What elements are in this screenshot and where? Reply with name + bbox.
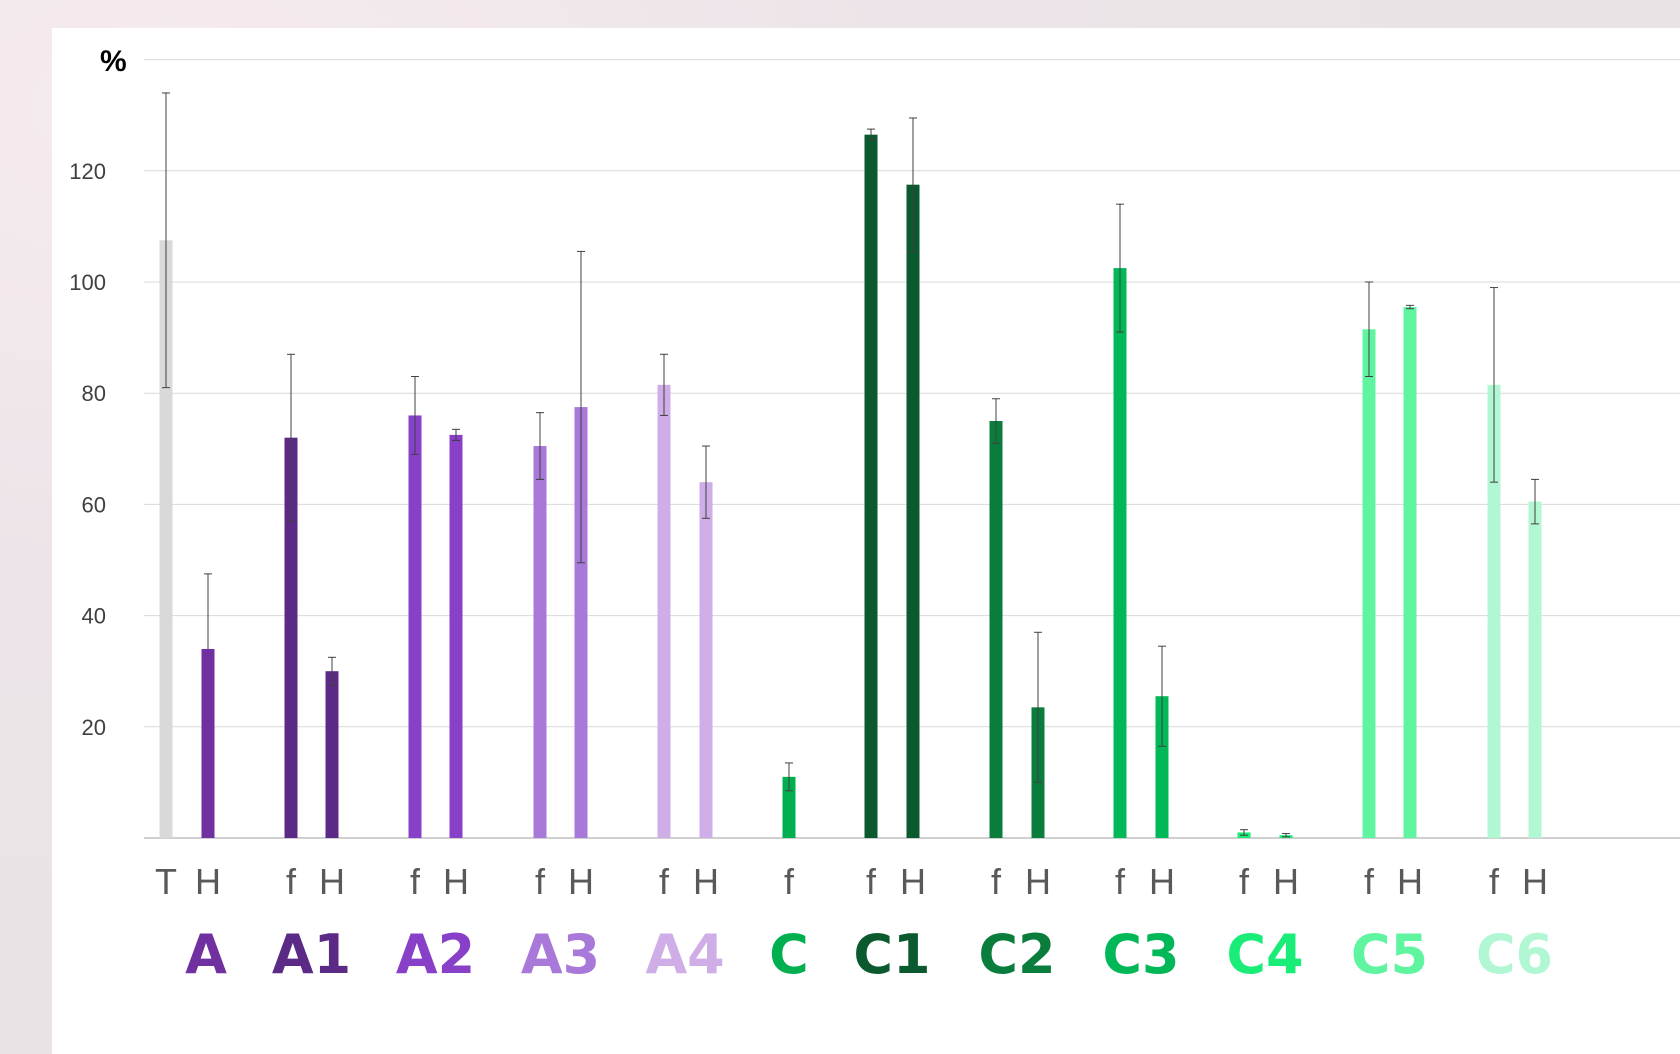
bar-A3-f xyxy=(533,446,547,838)
y-tick-label: 120 xyxy=(69,159,106,184)
group-label-C3: C3 xyxy=(1102,923,1179,986)
group-label-A: A xyxy=(185,923,227,986)
y-tick-label: 20 xyxy=(82,715,106,740)
bar-A2-f xyxy=(408,415,422,838)
bar-A4-H xyxy=(699,482,713,838)
bar-C2-f xyxy=(989,421,1003,838)
x-tick-label: H xyxy=(1273,861,1299,902)
bar-A3-H xyxy=(574,407,588,838)
x-tick-label: f xyxy=(535,861,546,902)
bar-C1-f xyxy=(864,134,878,838)
bar-C6-f xyxy=(1487,384,1501,838)
bar-C6-H xyxy=(1528,501,1542,838)
bar-A-T xyxy=(159,240,173,839)
group-label-C5: C5 xyxy=(1351,923,1428,986)
bar-C-f xyxy=(782,776,796,838)
x-tick-label: H xyxy=(443,861,469,902)
group-label-C2: C2 xyxy=(978,923,1055,986)
x-tick-label: H xyxy=(1522,861,1548,902)
group-label-C1: C1 xyxy=(853,923,930,986)
group-label-C4: C4 xyxy=(1226,923,1303,986)
x-tick-label: T xyxy=(155,861,177,902)
group-label-C: C xyxy=(769,923,809,986)
x-tick-label: f xyxy=(784,861,795,902)
y-tick-label: 60 xyxy=(82,492,106,517)
bar-C3-H xyxy=(1155,696,1169,838)
error-bars xyxy=(162,92,1539,838)
bar-A-H xyxy=(201,648,215,838)
y-axis-ticks: 20 40 60 80 100 120 xyxy=(69,159,106,740)
x-tick-label: f xyxy=(866,861,877,902)
x-tick-label: H xyxy=(1149,861,1175,902)
group-label-A1: A1 xyxy=(272,923,351,986)
bar-C3-f xyxy=(1113,268,1127,839)
x-tick-label: f xyxy=(659,861,670,902)
y-tick-label: 40 xyxy=(82,604,106,629)
x-tick-label: H xyxy=(900,861,926,902)
bar-A1-H xyxy=(325,671,339,838)
x-tick-label: H xyxy=(319,861,345,902)
y-axis-label: % xyxy=(100,45,127,78)
group-label-C6: C6 xyxy=(1476,923,1553,986)
bar-C5-f xyxy=(1362,329,1376,838)
bar-C5-H xyxy=(1403,307,1417,838)
x-tick-label: H xyxy=(1397,861,1423,902)
y-tick-label: 80 xyxy=(82,381,106,406)
bar-A1-f xyxy=(284,437,298,838)
group-label-A4: A4 xyxy=(645,923,724,986)
bar-A4-f xyxy=(657,384,671,838)
group-label-A2: A2 xyxy=(396,923,475,986)
x-tick-label: f xyxy=(410,861,421,902)
x-tick-label: f xyxy=(286,861,297,902)
x-tick-label: H xyxy=(693,861,719,902)
bars xyxy=(159,134,1542,839)
x-tick-label: f xyxy=(1239,861,1250,902)
x-tick-label: H xyxy=(1025,861,1051,902)
x-tick-label: f xyxy=(1115,861,1126,902)
x-tick-label: f xyxy=(1489,861,1500,902)
bar-A2-H xyxy=(449,434,463,838)
x-tick-label: H xyxy=(195,861,221,902)
y-tick-label: 100 xyxy=(69,270,106,295)
group-label-A3: A3 xyxy=(521,923,600,986)
bar-C1-H xyxy=(906,184,920,838)
x-tick-label: f xyxy=(1364,861,1375,902)
x-tick-label: H xyxy=(568,861,594,902)
x-tick-label: f xyxy=(991,861,1002,902)
group-labels: A A1 A2 A3 A4 C C1 C2 C3 C4 C5 C6 xyxy=(185,923,1553,986)
